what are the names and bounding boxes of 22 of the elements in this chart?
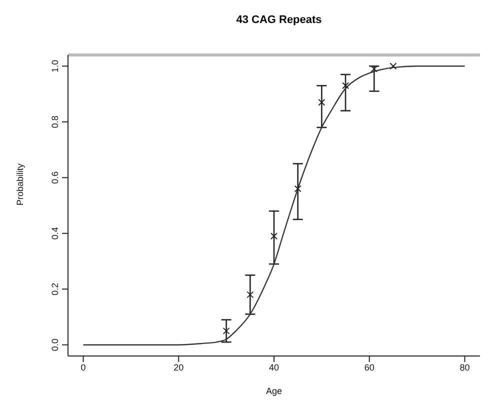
x-tick-label: 0	[80, 362, 86, 372]
point	[222, 327, 230, 334]
point	[342, 82, 350, 90]
y-tick-label: 0.6	[50, 171, 60, 184]
y-tick-label: 0.8	[50, 116, 60, 128]
point	[318, 98, 326, 106]
y-tick-label: 0.0	[50, 338, 60, 352]
point	[390, 62, 397, 70]
x-tick-label: 80	[460, 362, 470, 372]
y-tick-label: 0.2	[50, 282, 60, 296]
chart-title: 43 CAG Repeats	[235, 13, 323, 28]
point	[246, 291, 254, 298]
y-tick-label: 1.0	[50, 60, 60, 72]
x-tick-label: 40	[268, 362, 280, 372]
y-axis-title: Probability	[15, 162, 26, 206]
x-axis-title: Age	[266, 386, 282, 396]
point	[270, 232, 278, 240]
x-tick-label: 20	[174, 362, 184, 372]
point	[294, 185, 302, 192]
x-tick-label: 60	[364, 362, 374, 372]
line-series	[82, 66, 466, 346]
y-tick-label: 0.4	[50, 227, 60, 240]
